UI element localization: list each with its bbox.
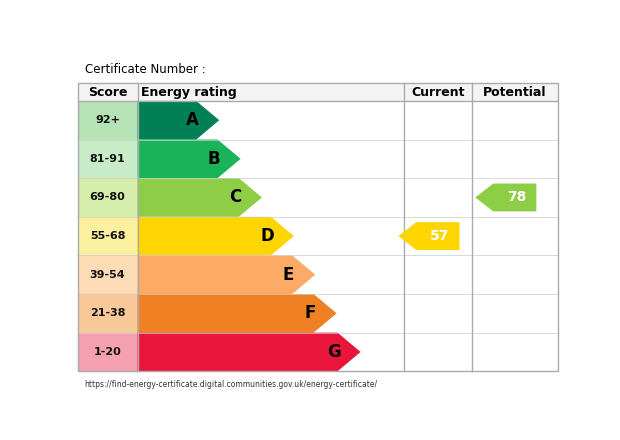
Text: 39-54: 39-54 (90, 270, 125, 280)
Polygon shape (138, 333, 361, 371)
Text: 55-68: 55-68 (90, 231, 125, 241)
Bar (78, 101, 138, 139)
Text: Score: Score (88, 86, 127, 99)
Text: Certificate Number :: Certificate Number : (85, 63, 205, 76)
Bar (78, 178, 138, 217)
Polygon shape (138, 139, 241, 178)
Bar (78, 83, 558, 101)
Text: Energy rating: Energy rating (141, 86, 237, 99)
Polygon shape (138, 255, 315, 294)
Bar (78, 217, 138, 255)
Text: https://find-energy-certificate.digital.communities.gov.uk/energy-certificate/: https://find-energy-certificate.digital.… (85, 380, 378, 389)
Polygon shape (138, 178, 262, 217)
Text: 1-20: 1-20 (94, 347, 122, 357)
Text: 81-91: 81-91 (90, 154, 125, 164)
Text: D: D (260, 227, 274, 245)
Text: G: G (327, 343, 340, 361)
Text: B: B (208, 150, 220, 168)
Text: C: C (229, 188, 241, 206)
Text: Potential: Potential (483, 86, 546, 99)
Polygon shape (138, 294, 337, 333)
Text: F: F (304, 304, 316, 323)
Text: 57: 57 (430, 229, 450, 243)
Text: 69-80: 69-80 (90, 192, 125, 202)
Polygon shape (138, 217, 294, 255)
Bar (78, 83, 558, 371)
Text: Current: Current (411, 86, 464, 99)
Bar (78, 294, 138, 333)
Text: 21-38: 21-38 (90, 308, 125, 318)
Bar (78, 255, 138, 294)
Polygon shape (476, 183, 536, 211)
Polygon shape (138, 101, 219, 139)
Text: 78: 78 (507, 191, 526, 205)
Bar (78, 333, 138, 371)
Text: E: E (283, 266, 294, 284)
Text: A: A (186, 111, 199, 129)
Bar (78, 139, 138, 178)
Text: 92+: 92+ (95, 115, 120, 125)
Polygon shape (399, 222, 459, 250)
